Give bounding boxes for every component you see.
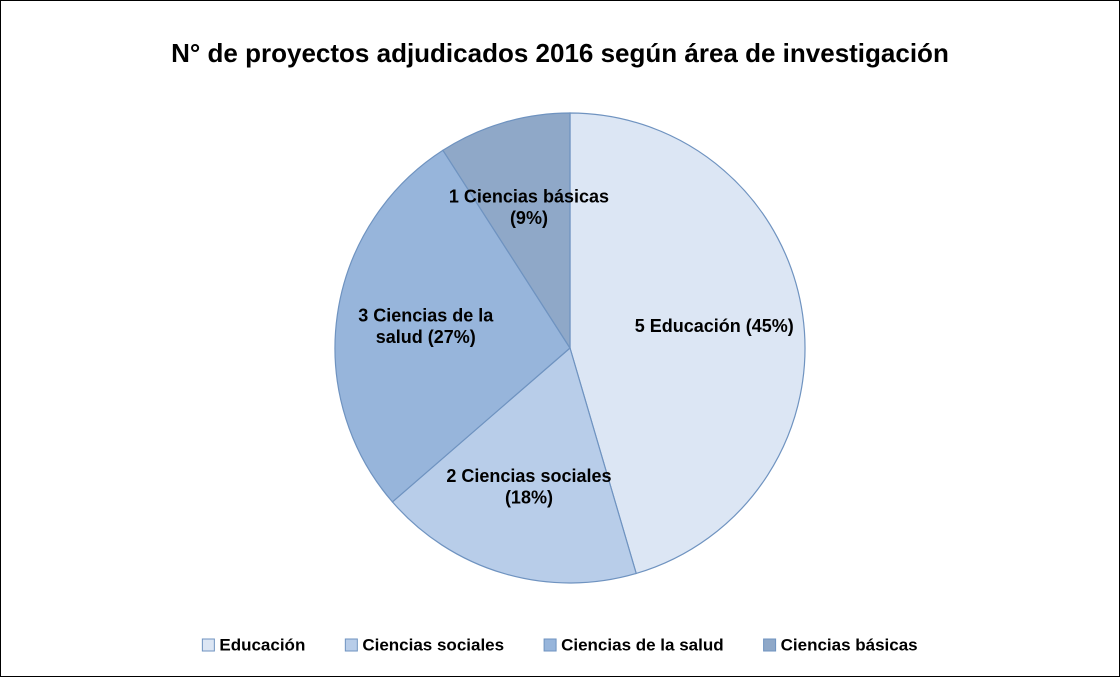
legend-swatch: [543, 638, 557, 652]
legend-label: Ciencias sociales: [362, 635, 504, 654]
pie-slice: [391, 346, 637, 584]
pie-slice: [334, 149, 571, 503]
legend-swatch: [201, 638, 215, 652]
data-label: 5 Educación (45%): [635, 316, 794, 336]
data-label: 1 Ciencias básicas (9%): [449, 186, 609, 228]
chart-title: N° de proyectos adjudicados 2016 según á…: [171, 38, 949, 68]
data-label: 2 Ciencias sociales (18%): [446, 466, 611, 508]
legend-label: Educación: [219, 635, 305, 654]
legend-swatch: [763, 638, 777, 652]
pie-slice: [442, 112, 571, 351]
legend-swatch: [344, 638, 358, 652]
legend-label: Ciencias básicas: [781, 635, 918, 654]
data-label: 3 Ciencias de la salud (27%): [358, 305, 494, 347]
pie-slice: [569, 112, 806, 575]
legend-label: Ciencias de la salud: [561, 635, 724, 654]
